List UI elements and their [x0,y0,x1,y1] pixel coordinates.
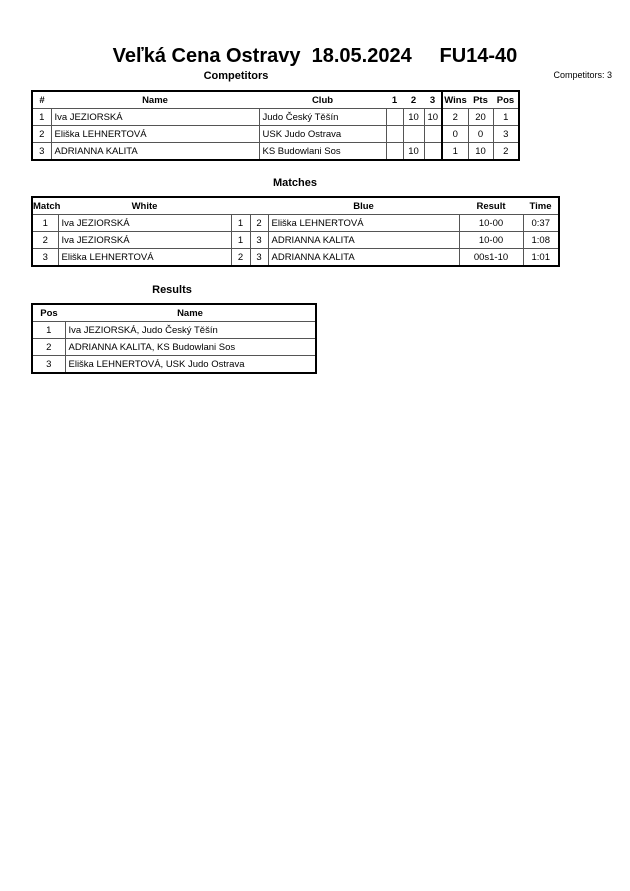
cell-club: USK Judo Ostrava [258,125,387,143]
col-header: Pts [473,94,488,106]
cell-name: Iva JEZIORSKÁ, Judo Český Těšín [64,321,317,339]
cell-wins: 2 [441,108,469,126]
table-row: 3 Eliška LEHNERTOVÁ, USK Judo Ostrava [31,355,317,374]
col-header: Blue [353,200,374,212]
table-header: Match White Blue Result Time [32,197,559,215]
cell-match: 1 [31,214,59,232]
cell-score-3: 10 [423,108,443,126]
cell-wins: 1 [441,142,469,161]
results-heading: Results [152,284,192,296]
cell-score-1 [385,108,404,126]
table-row: 3 Eliška LEHNERTOVÁ 2 3 ADRIANNA KALITA 00s1-… [31,248,560,267]
cell-white-number: 1 [230,231,251,249]
col-header: Time [529,200,552,212]
cell-name: Eliška LEHNERTOVÁ, USK Judo Ostrava [64,355,317,374]
cell-name: Iva JEZIORSKÁ [50,108,260,126]
page-title: Veľká Cena Ostravy 18.05.2024 FU14-40 [112,45,518,67]
cell-score-1 [385,125,404,143]
cell-blue: ADRIANNA KALITA [267,231,460,249]
col-header: 1 [391,94,398,106]
cell-position: 2 [492,142,520,161]
table-row: 1 Iva JEZIORSKÁ 1 2 Eliška LEHNERTOVÁ 10-00 0:… [31,214,560,232]
table-row: 3 ADRIANNA KALITA KS Budowlani Sos 10 1 10 2 [31,142,520,161]
cell-club: KS Budowlani Sos [258,142,387,161]
col-header: Pos [40,307,58,319]
cell-points: 0 [467,125,494,143]
col-header: Match [33,200,61,212]
cell-name: Eliška LEHNERTOVÁ [50,125,260,143]
col-header: Wins [441,91,468,109]
cell-number: 1 [31,108,52,126]
cell-position: 2 [31,338,66,356]
matches-table: Match White Blue Result Time 1 Iva JEZIOR… [31,196,560,267]
col-header: Pos [496,94,515,106]
cell-wins: 0 [441,125,469,143]
cell-number: 3 [31,142,52,161]
cell-name: ADRIANNA KALITA [50,142,260,161]
cell-time: 0:37 [522,214,560,232]
cell-blue: ADRIANNA KALITA [267,248,460,267]
table-header: # Name Club 1 2 3 Wins Pts Pos [32,91,519,109]
cell-match: 3 [31,248,59,267]
cell-blue-number: 3 [249,248,269,267]
cell-time: 1:01 [522,248,560,267]
cell-result: 00s1-10 [458,248,524,267]
cell-blue: Eliška LEHNERTOVÁ [267,214,460,232]
cell-points: 20 [467,108,494,126]
cell-white-number: 1 [230,214,251,232]
cell-score-3 [423,142,443,161]
cell-result: 10-00 [458,231,524,249]
cell-match: 2 [31,231,59,249]
cell-position: 1 [31,321,66,339]
competitors-heading: Competitors [203,70,269,82]
table-row: 2 Eliška LEHNERTOVÁ USK Judo Ostrava 0 0 3 [31,125,520,143]
cell-blue-number: 3 [249,231,269,249]
col-header: White [131,200,158,212]
col-header: Result [476,200,506,212]
cell-points: 10 [467,142,494,161]
cell-score-2 [402,125,425,143]
cell-white-number: 2 [230,248,251,267]
col-header: # [39,94,45,106]
table-row: 2 Iva JEZIORSKÁ 1 3 ADRIANNA KALITA 10-00 1:08 [31,231,560,249]
cell-white: Iva JEZIORSKÁ [57,231,232,249]
cell-score-1 [385,142,404,161]
competitors-count: Competitors: 3 [553,70,612,80]
results-table: Pos Name 1 Iva JEZIORSKÁ, Judo Český Těší… [31,303,317,374]
table-row: 1 Iva JEZIORSKÁ Judo Český Těšín 10 10 2 20 1 [31,108,520,126]
cell-name: ADRIANNA KALITA, KS Budowlani Sos [64,338,317,356]
cell-position: 3 [31,355,66,374]
col-header: 2 [410,94,417,106]
cell-blue-number: 2 [249,214,269,232]
cell-score-2: 10 [402,108,425,126]
col-header: Name [142,94,168,106]
table-header: Pos Name [32,304,316,322]
col-header: 3 [429,94,436,106]
cell-time: 1:08 [522,231,560,249]
cell-club: Judo Český Těšín [258,108,387,126]
col-header: Club [311,94,334,106]
cell-score-2: 10 [402,142,425,161]
cell-position: 3 [492,125,520,143]
matches-heading: Matches [272,177,318,189]
cell-white: Eliška LEHNERTOVÁ [57,248,232,267]
cell-score-3 [423,125,443,143]
cell-result: 10-00 [458,214,524,232]
competitors-table: # Name Club 1 2 3 Wins Pts Pos 1 Iva JEZI… [31,90,520,161]
cell-number: 2 [31,125,52,143]
cell-white: Iva JEZIORSKÁ [57,214,232,232]
table-row: 1 Iva JEZIORSKÁ, Judo Český Těšín [31,321,317,339]
col-header: Name [177,307,203,319]
cell-position: 1 [492,108,520,126]
table-row: 2 ADRIANNA KALITA, KS Budowlani Sos [31,338,317,356]
